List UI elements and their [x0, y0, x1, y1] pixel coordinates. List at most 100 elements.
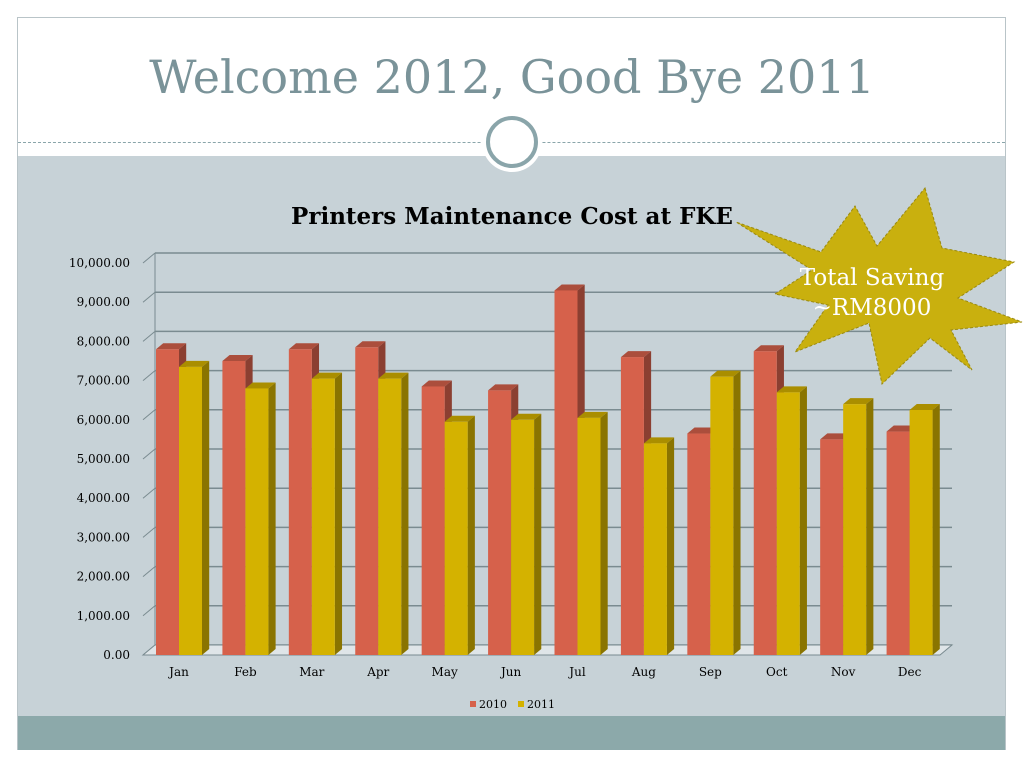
grid-layer [141, 252, 954, 656]
starburst-shape [735, 186, 1023, 385]
y-tick-label: 6,000.00 [77, 413, 130, 427]
bar-top [776, 386, 807, 393]
bar-side [401, 372, 409, 655]
grid-line-side [142, 291, 156, 303]
x-tick-label: Nov [831, 665, 856, 679]
slide-title: Welcome 2012, Good Bye 2011 [149, 50, 875, 104]
bar-side [334, 372, 343, 655]
bar-top [245, 382, 276, 389]
bar-2011-Jan [179, 360, 210, 655]
x-tick-label: Sep [699, 665, 722, 679]
bar-top [444, 415, 475, 422]
bar-side [600, 411, 608, 655]
bar-front [710, 376, 734, 655]
x-tick-label: Jan [167, 665, 189, 679]
grid-line-side [142, 566, 156, 577]
bar-top [687, 427, 718, 434]
bar-2011-May [444, 415, 475, 655]
savings-callout: Total Saving ~RM8000 [735, 186, 1023, 385]
bar-top [577, 411, 608, 418]
bar-2011-Jul [577, 411, 608, 655]
legend-swatch-2011 [518, 701, 524, 707]
grid-line-side [142, 252, 156, 264]
bar-2011-Jun [511, 413, 542, 655]
bar-front [776, 392, 800, 655]
chart-title: Printers Maintenance Cost at FKE [291, 203, 733, 230]
x-tick-label: Aug [631, 665, 656, 679]
x-tick-label: Feb [234, 665, 257, 679]
y-tick-label: 8,000.00 [77, 334, 130, 348]
bar-front [577, 417, 601, 655]
grid-line-side [142, 527, 156, 538]
grid-line-side [142, 331, 156, 342]
legend: 2010 2011 [470, 698, 555, 711]
bar-front [554, 290, 578, 655]
bar-side [202, 360, 210, 655]
bars-layer [156, 284, 940, 655]
bar-front [620, 357, 644, 655]
bar-side [866, 398, 874, 655]
bar-top [643, 437, 675, 444]
legend-label-2011: 2011 [527, 698, 555, 711]
bar-top [909, 404, 940, 410]
bar-side [666, 437, 675, 655]
bar-front [488, 390, 512, 655]
bar-front [843, 404, 867, 655]
y-tick-label: 1,000.00 [77, 609, 130, 623]
y-tick-label: 3,000.00 [77, 530, 130, 544]
bar-top [820, 433, 851, 440]
y-tick-label: 10,000.00 [69, 256, 130, 270]
y-tick-label: 2,000.00 [77, 570, 130, 584]
grid-line-side [142, 370, 156, 381]
bar-front [886, 431, 910, 655]
bar-side [467, 415, 475, 655]
x-tick-label: Oct [766, 665, 788, 679]
y-tick-label: 4,000.00 [77, 491, 130, 505]
x-tick-label: Dec [898, 665, 922, 679]
bar-2011-Mar [311, 372, 343, 655]
x-tick-label: Apr [366, 665, 389, 679]
bar-front [222, 361, 246, 655]
bar-side [932, 404, 940, 655]
ornament-ring [486, 116, 538, 168]
bar-top [511, 413, 542, 420]
y-tick-label: 9,000.00 [77, 295, 130, 309]
bar-side [733, 370, 741, 655]
bar-top [311, 372, 343, 379]
bar-front [378, 378, 402, 655]
bar-front [179, 366, 202, 655]
bar-2011-Aug [643, 437, 675, 655]
bar-front [820, 439, 844, 655]
ornament-outer-circle [482, 112, 542, 172]
callout-line-1: Total Saving [800, 265, 945, 291]
bar-top [554, 284, 585, 291]
bar-top [355, 341, 386, 348]
bar-2011-Apr [378, 372, 409, 655]
grid-line-side [142, 409, 156, 421]
bar-top [421, 380, 452, 387]
bar-2011-Feb [245, 382, 276, 655]
bar-top [222, 355, 253, 361]
grid-line-side [142, 605, 156, 617]
bar-2011-Sep [710, 370, 741, 655]
bar-front [643, 443, 667, 655]
bar-front [355, 347, 379, 655]
bar-front [909, 410, 933, 655]
bar-front [687, 433, 711, 655]
bar-top [378, 372, 409, 379]
bar-top [886, 425, 917, 432]
y-axis-ticks: 0.00 1,000.00 2,000.00 3,000.00 4,000.00 5,00… [69, 256, 130, 662]
bar-front [511, 419, 535, 655]
bar-top [843, 398, 874, 405]
bar-top [620, 351, 652, 358]
bar-front [245, 388, 269, 655]
callout-line-2: ~RM8000 [813, 295, 932, 321]
bar-2011-Nov [843, 398, 874, 655]
bar-front [753, 351, 777, 655]
bar-top [156, 343, 187, 350]
bar-2011-Oct [776, 386, 807, 655]
bar-front [444, 421, 468, 655]
bar-side [268, 382, 276, 655]
divider-ornament [482, 112, 542, 172]
